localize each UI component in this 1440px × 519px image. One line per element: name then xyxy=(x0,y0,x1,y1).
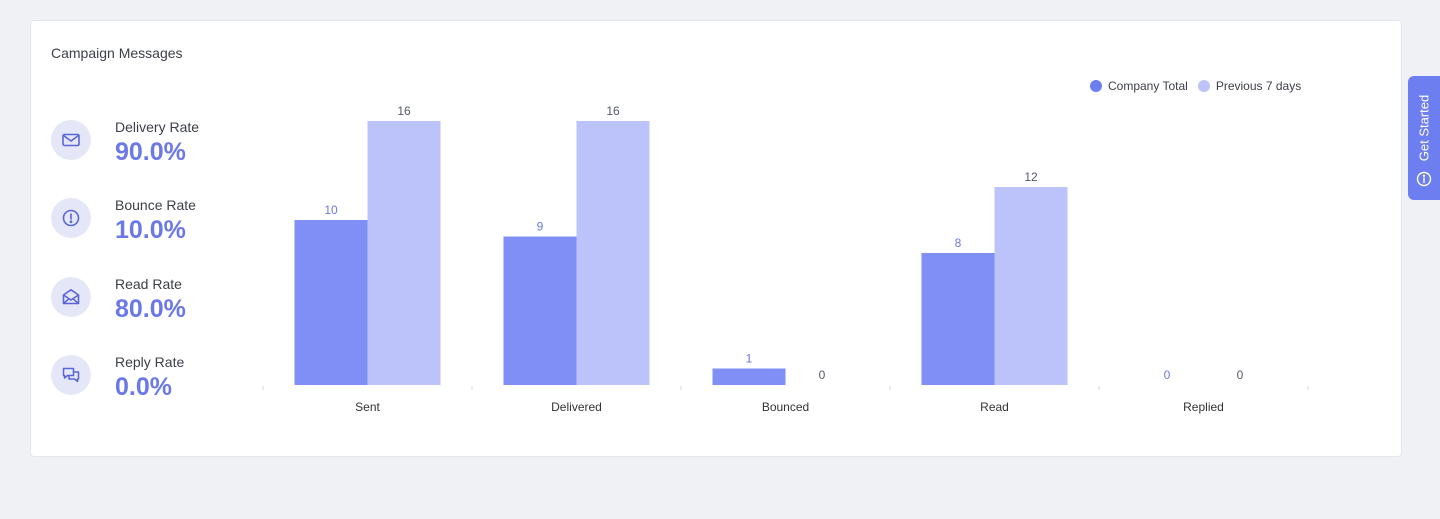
category-label: Read xyxy=(980,400,1009,414)
open-envelope-icon xyxy=(51,277,91,317)
chat-bubbles-icon xyxy=(51,355,91,395)
metric-value: 0.0% xyxy=(115,373,172,401)
metric-value: 10.0% xyxy=(115,216,186,244)
chart-legend: Company Total Previous 7 days xyxy=(1090,79,1311,93)
data-label: 16 xyxy=(606,104,620,118)
bar-company-total xyxy=(712,368,786,385)
bar-previous-7-days xyxy=(576,121,650,385)
data-label: 0 xyxy=(819,368,826,382)
metric-label: Reply Rate xyxy=(115,354,185,370)
legend-label: Company Total xyxy=(1108,79,1188,93)
bar-company-total xyxy=(294,220,368,385)
envelope-icon xyxy=(51,120,91,160)
metric-label: Bounce Rate xyxy=(115,197,196,213)
bar-previous-7-days xyxy=(994,187,1068,385)
data-label: 8 xyxy=(955,236,962,250)
bar-company-total xyxy=(503,236,577,385)
data-label: 16 xyxy=(397,104,411,118)
bar-previous-7-days xyxy=(367,121,441,385)
data-label: 12 xyxy=(1024,170,1038,184)
metric-delivery-rate: Delivery Rate 90.0% xyxy=(51,119,251,180)
data-label: 0 xyxy=(1164,368,1171,382)
metric-value: 90.0% xyxy=(115,138,186,166)
category-label: Delivered xyxy=(551,400,602,414)
category-label: Bounced xyxy=(762,400,809,414)
data-label: 1 xyxy=(746,352,753,366)
get-started-label: Get Started xyxy=(1416,94,1432,162)
alert-circle-icon xyxy=(51,198,91,238)
get-started-tab[interactable]: Get Started xyxy=(1408,76,1440,200)
metric-bounce-rate: Bounce Rate 10.0% xyxy=(51,197,251,258)
legend-swatch xyxy=(1197,80,1210,92)
legend-item-company-total[interactable]: Company Total xyxy=(1090,79,1188,93)
info-icon xyxy=(1416,171,1432,187)
card-title: Campaign Messages xyxy=(51,45,183,61)
legend-item-previous-7-days[interactable]: Previous 7 days xyxy=(1197,79,1302,93)
category-label: Replied xyxy=(1183,400,1224,414)
category-label: Sent xyxy=(355,400,380,414)
metric-label: Read Rate xyxy=(115,276,182,292)
legend-label: Previous 7 days xyxy=(1215,79,1302,93)
data-label: 9 xyxy=(537,220,544,234)
data-label: 10 xyxy=(324,203,338,217)
metric-read-rate: Read Rate 80.0% xyxy=(51,276,251,337)
bar-company-total xyxy=(921,253,995,385)
legend-swatch xyxy=(1090,80,1102,92)
metric-label: Delivery Rate xyxy=(115,119,200,135)
metric-reply-rate: Reply Rate 0.0% xyxy=(51,354,251,415)
metric-value: 80.0% xyxy=(115,295,186,323)
data-label: 0 xyxy=(1237,368,1244,382)
campaign-messages-card: Campaign Messages Delivery Rate 90.0% Bo… xyxy=(30,20,1402,457)
